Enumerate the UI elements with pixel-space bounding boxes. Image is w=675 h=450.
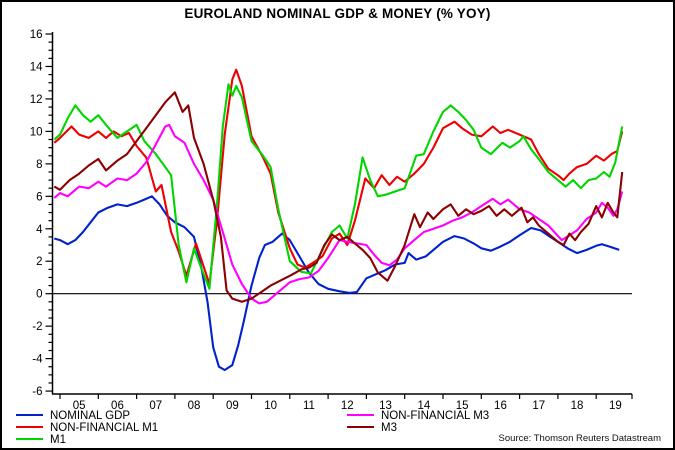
series-line-non-financial-m1 — [53, 68, 624, 286]
x-tick-label: 14 — [417, 400, 430, 412]
legend-swatch-m3 — [347, 425, 374, 428]
x-tick-label: 18 — [571, 400, 584, 412]
x-tick-label: 16 — [494, 400, 507, 412]
y-tick-label: 6 — [36, 191, 42, 203]
legend-item-non-financial-m1: NON-FINANCIAL M1 — [16, 422, 158, 434]
x-tick-label: 05 — [73, 400, 86, 412]
legend-swatch-nominal-gdp — [16, 413, 43, 416]
source-credit: Source: Thomson Reuters Datastream — [498, 433, 661, 444]
chart-title: EUROLAND NOMINAL GDP & MONEY (% YOY) — [184, 6, 491, 21]
y-tick-label: 2 — [36, 256, 42, 268]
x-tick-label: 07 — [149, 400, 162, 412]
x-tick-label: 17 — [532, 400, 545, 412]
x-tick-label: 10 — [264, 400, 277, 412]
x-tick-label: 13 — [379, 400, 392, 412]
series-line-m1 — [53, 83, 624, 290]
legend-swatch-non-financial-m3 — [347, 413, 374, 416]
legend-swatch-non-financial-m1 — [16, 425, 43, 428]
series-line-non-financial-m3 — [53, 123, 624, 305]
y-tick-label: -4 — [32, 354, 43, 366]
legend-label-m3: M3 — [381, 422, 397, 434]
y-tick-label: 4 — [36, 224, 43, 236]
y-tick-label: 12 — [30, 94, 43, 106]
series-line-nominal-gdp — [54, 195, 620, 372]
y-tick-label: 8 — [36, 159, 42, 171]
legend-item-nominal-gdp: NOMINAL GDP — [16, 410, 130, 422]
x-tick-label: 09 — [226, 400, 239, 412]
legend-label-non-financial-m1: NON-FINANCIAL M1 — [50, 422, 159, 434]
x-tick-label: 19 — [609, 400, 622, 412]
y-tick-label: 0 — [36, 289, 42, 301]
x-tick-label: 08 — [188, 400, 201, 412]
x-tick-label: 15 — [456, 400, 469, 412]
x-tick-label: 12 — [341, 400, 354, 412]
legend-swatch-m1 — [16, 437, 43, 440]
y-tick-label: 14 — [30, 61, 43, 73]
x-tick-label: 11 — [303, 400, 315, 412]
legend-label-nominal-gdp: NOMINAL GDP — [50, 410, 131, 422]
series-line-m3 — [53, 91, 624, 303]
legend-item-m1: M1 — [16, 434, 66, 446]
legend-label-m1: M1 — [50, 434, 66, 446]
y-tick-label: -6 — [32, 386, 42, 398]
x-tick-label: 06 — [111, 400, 124, 412]
legend-item-m3: M3 — [347, 422, 397, 434]
legend-label-non-financial-m3: NON-FINANCIAL M3 — [381, 410, 490, 422]
y-tick-label: 10 — [30, 126, 43, 138]
legend-item-non-financial-m3: NON-FINANCIAL M3 — [347, 410, 489, 422]
y-tick-label: -2 — [32, 321, 42, 333]
y-tick-label: 16 — [30, 29, 43, 41]
